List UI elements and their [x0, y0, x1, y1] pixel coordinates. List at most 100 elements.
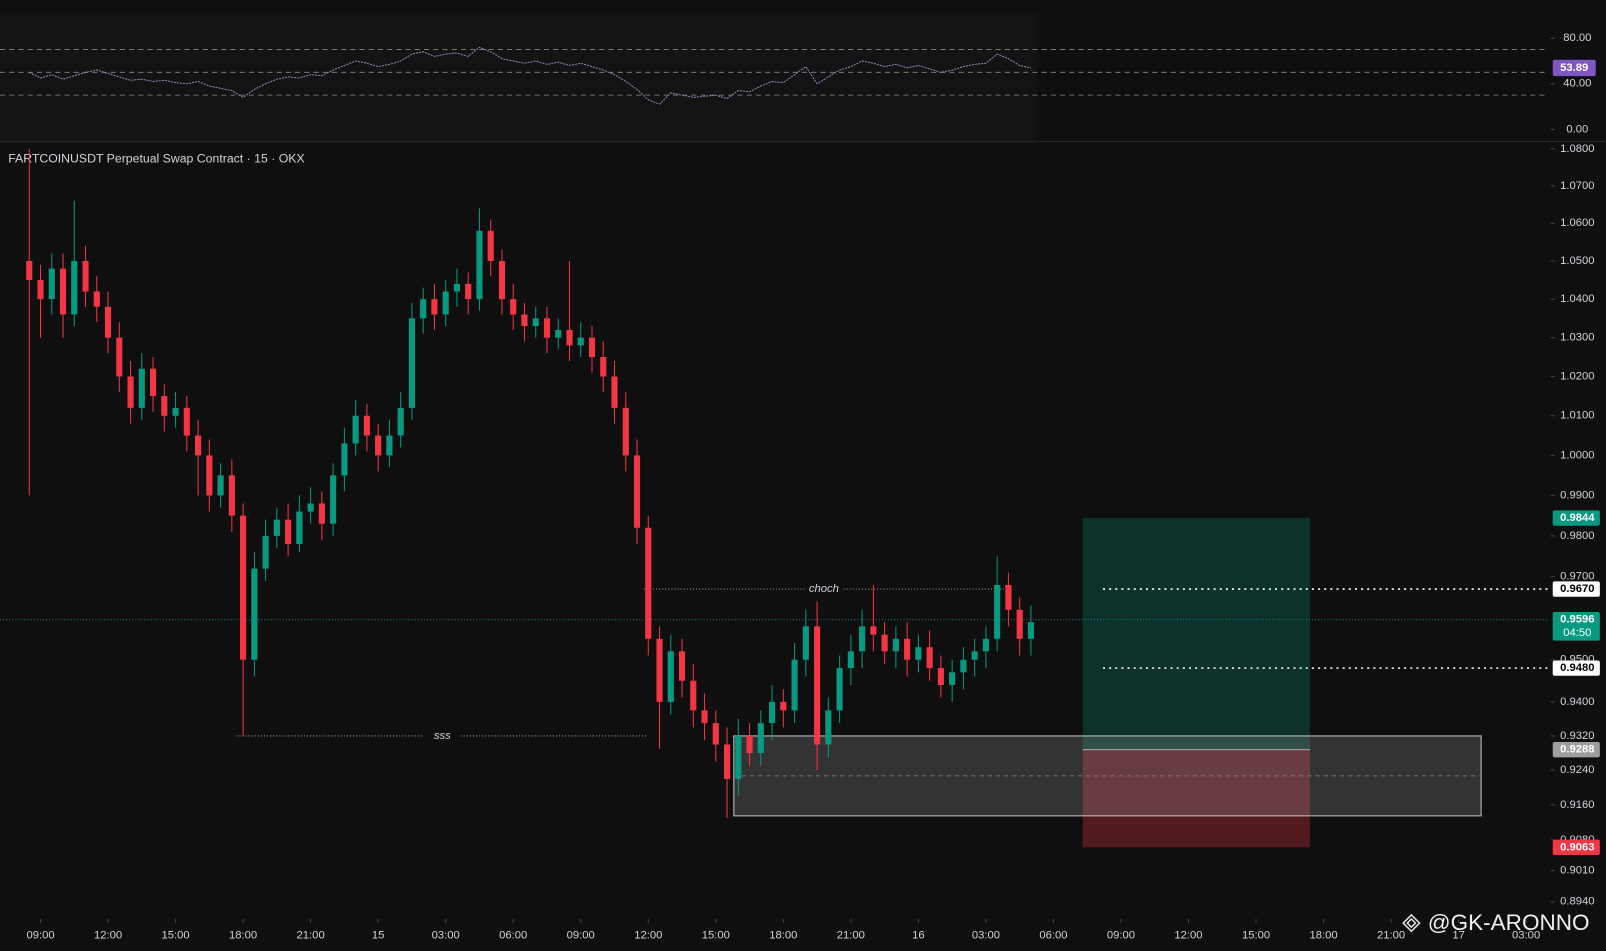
candle-body	[375, 435, 382, 456]
x-tick-label: 09:00	[567, 929, 595, 941]
price-tag: 0.9844	[1560, 512, 1595, 524]
y-tick-label: 0.9700	[1560, 571, 1594, 583]
candle-body	[487, 230, 494, 262]
candle-body	[892, 638, 899, 652]
candle-body	[678, 651, 686, 681]
candle-body	[476, 230, 483, 300]
candle-body	[521, 314, 528, 327]
candle-body	[161, 396, 168, 416]
candle-body	[341, 443, 348, 476]
candle-body	[960, 659, 967, 673]
x-tick-label: 18:00	[769, 929, 797, 941]
price-tag-bg	[1552, 581, 1600, 597]
chart-title: FARTCOINUSDT Perpetual Swap Contract · 1…	[8, 151, 304, 165]
x-tick-label: 12:00	[634, 929, 662, 941]
y-tick-label: 0.9900	[1560, 489, 1594, 501]
candle-body	[273, 519, 280, 536]
y-tick-label: 1.0500	[1560, 255, 1594, 267]
rsi-line	[29, 46, 1032, 105]
countdown: 04:50	[1563, 627, 1591, 639]
price-tag: 0.9480	[1560, 662, 1594, 674]
candle-body	[262, 535, 269, 569]
x-tick-label: 21:00	[1377, 929, 1405, 941]
candle-body	[240, 515, 247, 660]
candle-body	[228, 475, 235, 516]
candle-body	[982, 638, 989, 652]
candle-body	[138, 368, 145, 408]
candle-body	[386, 435, 393, 456]
candle-body	[555, 329, 562, 338]
candle-body	[251, 568, 258, 660]
candle-body	[59, 268, 67, 315]
candle-body	[926, 647, 933, 669]
candle-body	[510, 299, 517, 315]
candle-body	[431, 299, 438, 315]
candle-body	[1027, 622, 1035, 639]
candle-body	[363, 415, 370, 436]
x-tick-label: 21:00	[297, 929, 325, 941]
x-tick-label: 03:00	[1512, 929, 1540, 941]
candle-body	[93, 291, 100, 307]
candle-body	[26, 261, 33, 281]
candle-body	[802, 626, 809, 660]
candle-body	[127, 376, 134, 408]
candle-body	[532, 318, 539, 327]
candle-body	[217, 475, 224, 496]
candle-body	[768, 701, 776, 724]
rsi-tag-bg	[1552, 59, 1596, 77]
candle-body	[71, 261, 78, 315]
candle-body	[397, 407, 404, 436]
x-tick-label: 16	[912, 929, 925, 941]
candle-body	[859, 626, 866, 652]
candle-body	[667, 651, 674, 702]
candle-body	[206, 455, 213, 496]
price-tag: 0.9596	[1560, 614, 1594, 626]
candle-body	[408, 318, 415, 408]
candle-body	[48, 268, 55, 300]
rsi-tag: 53.89	[1560, 62, 1588, 74]
candle-body	[735, 735, 742, 779]
rsi-tick-label: 0.00	[1566, 123, 1588, 135]
candle-body	[780, 701, 787, 711]
candle-body	[971, 651, 978, 660]
candle-body	[285, 519, 292, 545]
candle-body	[937, 668, 944, 685]
y-tick-label: 1.0400	[1560, 293, 1594, 305]
x-tick-label: 09:00	[26, 929, 54, 941]
x-tick-label: 06:00	[1039, 929, 1067, 941]
candle-body	[622, 407, 629, 456]
demand-zone	[733, 735, 1482, 817]
candle-body	[183, 407, 190, 436]
candle-body	[352, 415, 359, 444]
candle-body	[318, 503, 325, 524]
candle-body	[116, 337, 123, 377]
y-tick-label: 1.0300	[1560, 332, 1594, 344]
x-tick-label: 15:00	[1242, 929, 1270, 941]
candle-body	[1016, 609, 1023, 639]
candle-body	[1005, 584, 1012, 610]
candle-body	[498, 261, 506, 300]
candle-body	[588, 337, 596, 358]
y-tick-label: 1.0200	[1560, 370, 1594, 382]
annotation-bg	[423, 729, 461, 743]
candle-body	[836, 668, 843, 711]
y-tick-label: 1.0800	[1560, 143, 1594, 155]
watermark: @GK-ARONNO	[1402, 910, 1590, 935]
candle-body	[791, 659, 798, 711]
candle-body	[701, 710, 708, 724]
candle-body	[949, 672, 956, 685]
candle-body	[611, 376, 618, 408]
candle-body	[566, 329, 573, 346]
price-tag-bg	[1552, 839, 1600, 856]
price-tag-bg	[1552, 660, 1600, 676]
candle-body	[104, 306, 112, 338]
candle-body	[994, 584, 1001, 639]
candle-body	[904, 638, 911, 660]
y-tick-label: 0.9240	[1560, 764, 1594, 776]
candle-body	[296, 511, 303, 545]
y-tick-label: 1.0100	[1560, 410, 1594, 422]
watermark-text: @GK-ARONNO	[1428, 910, 1590, 935]
candle-body	[645, 527, 652, 639]
candle-body	[149, 368, 157, 397]
